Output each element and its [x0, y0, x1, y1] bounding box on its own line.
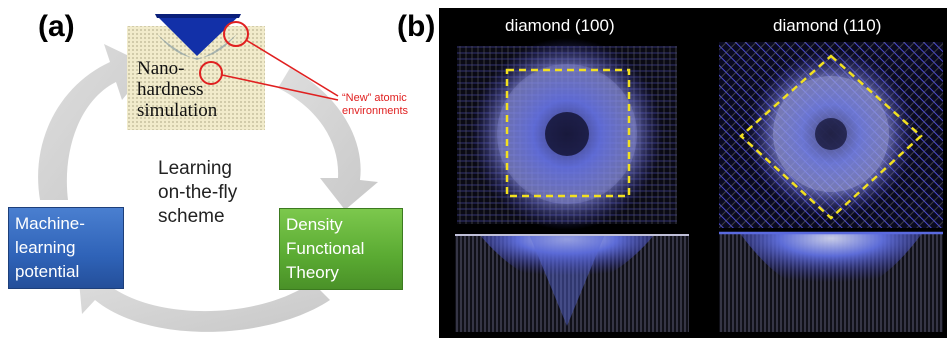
simulation-results-panel: diamond (100) diamond (110)	[439, 8, 947, 338]
panel-b-label: (b)	[397, 10, 436, 43]
cycle-arrow-left	[38, 44, 150, 200]
indentation-snapshots	[455, 38, 943, 332]
indenter-tip	[155, 14, 241, 56]
cycle-arrow-bottom	[78, 270, 330, 332]
annotation-pointers	[199, 21, 339, 101]
diamond-110-title: diamond (110)	[773, 16, 882, 35]
panel-a-label: (a)	[38, 10, 75, 43]
simulation-label: Nano- hardness simulation	[137, 58, 218, 121]
cycle-arrow-right	[278, 68, 378, 210]
cycle-arrows	[38, 44, 378, 332]
highlight-circle-middle	[199, 61, 223, 85]
new-atomic-environments-note: “New” atomic environments	[342, 92, 409, 117]
machine-learning-potential-box: Machine- learning potential	[8, 207, 124, 289]
highlight-circle-top	[223, 21, 249, 47]
density-functional-theory-box: Density Functional Theory	[279, 208, 403, 290]
diamond-100-title: diamond (100)	[505, 16, 615, 35]
diamond-110-dashed-outline	[739, 54, 923, 220]
diamond-100-dashed-outline	[505, 68, 631, 198]
learning-scheme-text: Learning on-the-fly scheme	[158, 158, 238, 227]
